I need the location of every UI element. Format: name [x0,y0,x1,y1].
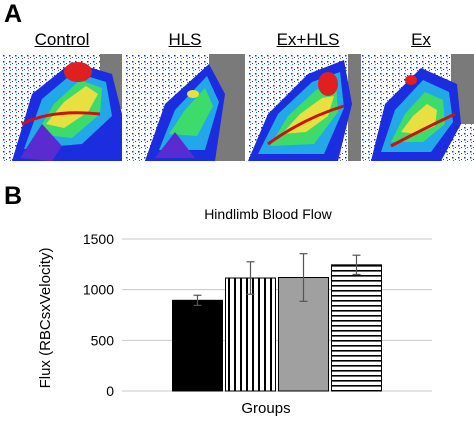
perfusion-image-hls [125,54,245,161]
chart-title: Hindlimb Blood Flow [204,206,332,222]
panel-a-letter: A [4,0,23,28]
image-label-control: Control [34,30,90,49]
panel-b-letter: B [4,182,23,210]
y-tick-label: 1000 [83,282,114,298]
bar-control [172,299,223,392]
y-tick-label: 500 [91,332,115,348]
perfusion-image-control [2,54,122,161]
y-tick-label: 0 [106,383,114,399]
bar-ex [331,264,382,392]
image-label-ex-hls: Ex+HLS [276,30,340,49]
hindlimb-blood-flow-chart: Hindlimb Blood Flow Flux (RBCsxVelocity)… [0,195,474,420]
y-tick-label: 1500 [83,231,114,247]
image-label-ex: Ex [411,30,431,49]
image-label-hls: HLS [168,30,202,49]
bar-hls [225,277,276,392]
perfusion-image-ex-hls [248,54,368,161]
x-axis-label: Groups [241,400,290,417]
perfusion-image-ex [361,54,474,161]
y-axis-label: Flux (RBCsxVelocity) [37,248,54,389]
